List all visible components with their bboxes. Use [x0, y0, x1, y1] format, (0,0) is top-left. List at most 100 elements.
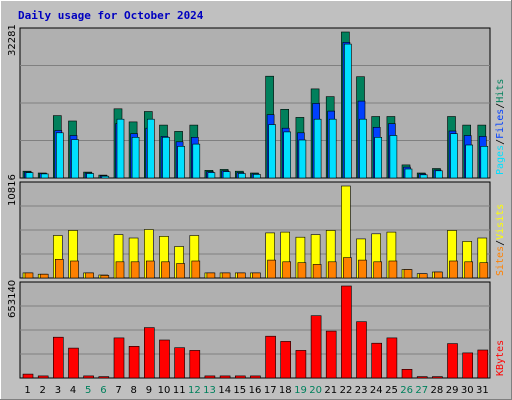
x-axis-ticks: 1 2 3 4 5 6 7 8 9 10 11 12 13 14 15 16 17 18 19 20 21 22 23 24 2… — [24, 385, 488, 396]
bar-sites — [252, 272, 261, 279]
x-tick-label: 18 — [279, 385, 292, 396]
bar-sites — [176, 263, 185, 279]
bar-sites — [130, 261, 140, 279]
bar-kbytes — [219, 375, 231, 379]
bar-pages — [177, 146, 185, 179]
x-tick-label: 11 — [173, 385, 186, 396]
x-tick-label: 10 — [158, 385, 171, 396]
bar-sites — [343, 257, 352, 279]
bar-pages — [101, 175, 110, 179]
bar-pages — [71, 139, 79, 179]
bar-sites — [161, 261, 170, 279]
bar-sites — [434, 271, 443, 279]
bar-kbytes — [22, 373, 34, 379]
x-tick-label: 31 — [476, 385, 489, 396]
bar-pages — [86, 173, 94, 179]
legend-pages: Pages — [495, 145, 506, 175]
legend-sites: Sites — [495, 246, 506, 276]
x-tick-label: 25 — [385, 385, 398, 396]
bar-kbytes — [52, 336, 64, 379]
bar-kbytes — [280, 341, 292, 379]
x-tick-label: 22 — [340, 385, 353, 396]
y-max-label-kbytes: 653140 — [7, 280, 18, 318]
x-tick-label: 26 — [400, 385, 413, 396]
bar-pages — [268, 124, 276, 179]
bar-kbytes — [204, 375, 216, 379]
bar-sites — [449, 260, 458, 279]
legend-sep: / — [495, 240, 506, 246]
bar-pages — [116, 118, 125, 179]
bar-kbytes — [432, 376, 443, 379]
bar-sites — [70, 260, 79, 279]
bar-kbytes — [386, 337, 398, 379]
legend-sep: / — [495, 139, 506, 145]
bar-sites — [221, 272, 231, 279]
legend-kbytes-label: KBytes — [495, 340, 506, 376]
bar-sites — [358, 259, 367, 279]
legend-hits-files-pages: Pages/Files/Hits — [495, 79, 506, 175]
x-tick-label: 17 — [264, 385, 277, 396]
x-tick-label: 30 — [461, 385, 474, 396]
bar-pages — [40, 173, 49, 179]
bar-pages — [131, 137, 140, 179]
bar-pages — [207, 172, 216, 179]
bar-pages — [25, 172, 34, 179]
x-tick-label: 7 — [115, 385, 121, 396]
bar-sites — [146, 260, 155, 279]
bar-pages — [374, 137, 383, 179]
bar-kbytes — [401, 368, 413, 379]
bar-pages — [253, 174, 261, 179]
bar-kbytes — [371, 342, 383, 379]
bar-kbytes — [356, 321, 367, 379]
bar-sites — [39, 273, 49, 279]
legend-visits: Visits — [495, 204, 506, 240]
x-tick-label: 5 — [85, 385, 91, 396]
x-tick-label: 19 — [294, 385, 307, 396]
bar-sites — [206, 272, 216, 279]
x-tick-label: 21 — [324, 385, 337, 396]
x-tick-label: 1 — [24, 385, 30, 396]
x-tick-label: 28 — [431, 385, 444, 396]
bar-pages — [283, 131, 292, 179]
bar-kbytes — [341, 285, 352, 379]
legend-kbytes: KBytes — [495, 340, 506, 376]
bar-sites — [373, 261, 383, 279]
bar-kbytes — [68, 347, 79, 379]
x-tick-label: 9 — [146, 385, 152, 396]
bar-sites — [115, 261, 125, 279]
bar-pages — [359, 118, 367, 179]
bar-sites — [418, 273, 428, 279]
bars-layer — [20, 31, 490, 379]
legend-files: Files — [495, 109, 506, 139]
bar-kbytes — [235, 375, 246, 379]
bar-sites — [54, 258, 64, 279]
x-tick-label: 15 — [233, 385, 246, 396]
bar-kbytes — [128, 345, 140, 379]
bar-kbytes — [477, 349, 489, 379]
bar-pages — [162, 137, 170, 179]
bar-sites — [85, 272, 94, 279]
bar-kbytes — [37, 375, 49, 379]
bar-kbytes — [250, 375, 261, 379]
x-tick-label: 13 — [203, 385, 216, 396]
bar-kbytes — [98, 376, 110, 379]
legend-hits: Hits — [495, 79, 506, 103]
bar-pages — [404, 168, 413, 179]
x-tick-label: 4 — [70, 385, 76, 396]
bar-pages — [344, 43, 352, 179]
bar-kbytes — [174, 347, 185, 379]
bar-sites — [388, 260, 398, 279]
legend-sep: / — [495, 103, 506, 109]
bar-sites — [24, 272, 34, 279]
bar-kbytes — [310, 315, 322, 379]
bar-pages — [298, 139, 307, 179]
bar-pages — [389, 135, 398, 179]
bar-pages — [419, 174, 428, 179]
y-max-label-hits: 32281 — [7, 24, 18, 56]
bar-kbytes — [83, 375, 94, 379]
bar-kbytes — [295, 350, 307, 379]
bar-kbytes — [189, 350, 201, 379]
bar-kbytes — [144, 327, 155, 379]
bar-kbytes — [325, 330, 337, 379]
